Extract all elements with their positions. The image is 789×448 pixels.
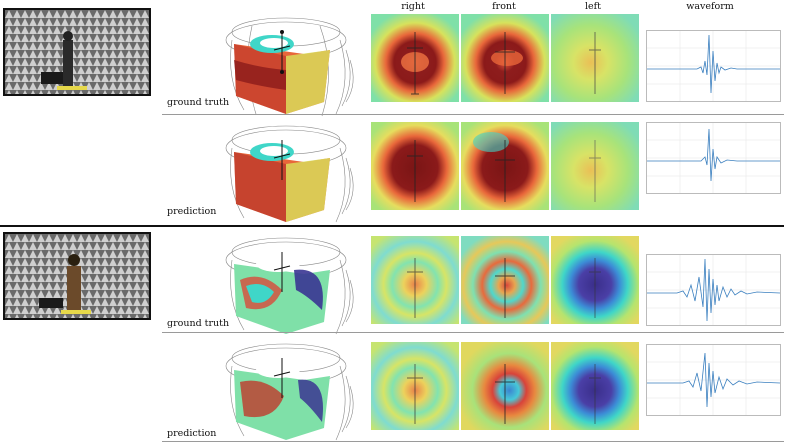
subject-1-photo (3, 8, 151, 96)
heatmap-left (551, 342, 639, 430)
heatmap-front (461, 236, 549, 324)
row-divider (162, 332, 784, 333)
heatmap-right (371, 122, 459, 210)
row-divider (162, 114, 784, 115)
col-header-right: right (401, 1, 425, 12)
waveform-plot (646, 122, 781, 194)
col-header-waveform: waveform (686, 1, 734, 12)
heatmap-front (461, 122, 549, 210)
heatmap-right (371, 236, 459, 324)
sphere-visualization (212, 118, 360, 226)
col-header-left: left (585, 1, 601, 12)
sphere-visualization (212, 336, 360, 444)
heatmap-front (461, 14, 549, 102)
subject-2-photo (3, 232, 151, 320)
heatmap-left (551, 236, 639, 324)
waveform-plot (646, 344, 781, 416)
heatmap-left (551, 14, 639, 102)
row-label: prediction (167, 428, 217, 439)
row-label: ground truth (167, 97, 230, 108)
group-divider (0, 225, 784, 227)
anechoic-room-photo-icon (5, 234, 149, 318)
anechoic-room-photo-icon (5, 10, 149, 94)
row-label: ground truth (167, 318, 230, 329)
waveform-plot (646, 254, 781, 326)
sphere-visualization (212, 230, 360, 338)
heatmap-front (461, 342, 549, 430)
heatmap-right (371, 342, 459, 430)
row-label: prediction (167, 206, 217, 217)
row-divider (162, 441, 784, 442)
waveform-plot (646, 30, 781, 102)
heatmap-right (371, 14, 459, 102)
heatmap-left (551, 122, 639, 210)
sphere-visualization (212, 10, 360, 118)
col-header-front: front (492, 1, 516, 12)
